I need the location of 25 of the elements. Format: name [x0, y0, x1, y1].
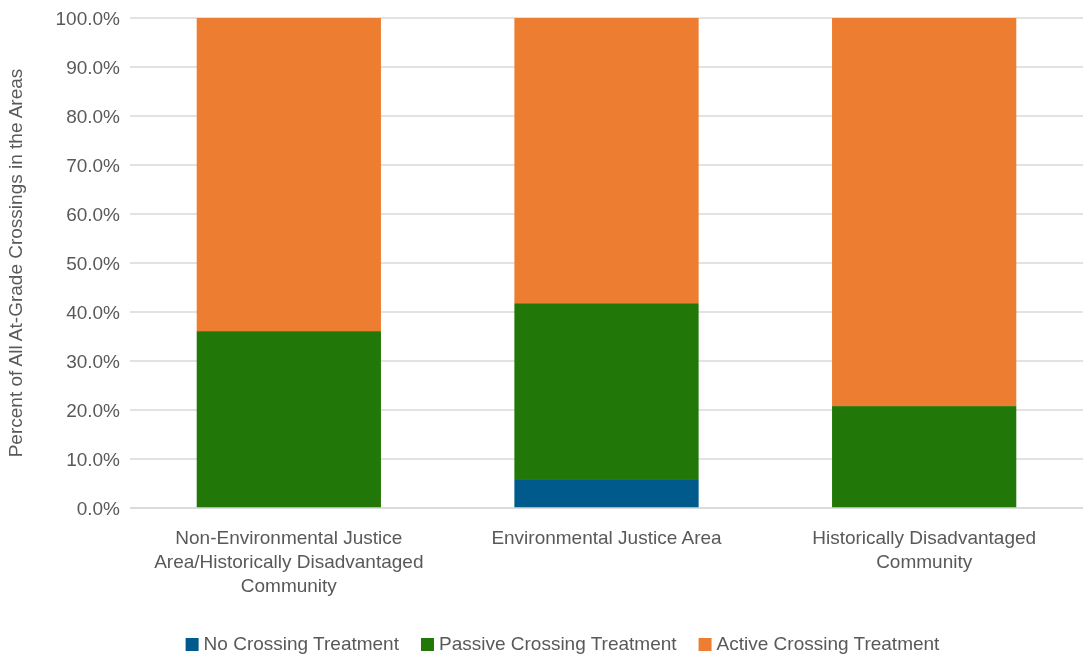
x-tick-label: Historically Disadvantaged Community: [812, 527, 1037, 572]
legend-label: Passive Crossing Treatment: [438, 633, 678, 654]
y-tick-label: 50.0%: [66, 252, 121, 274]
y-tick-label: 10.0%: [66, 448, 121, 470]
bar: [196, 18, 381, 332]
y-axis-title: Percent of All At-Grade Crossings in the Areas: [5, 68, 26, 458]
legend-label: Active Crossing Treatment: [716, 633, 941, 654]
bar: [514, 479, 699, 508]
y-tick-label: 40.0%: [66, 301, 121, 323]
x-tick-label: Non-Environmental Justice Area/Historically Disadvantaged Community: [154, 527, 424, 596]
bar: [514, 303, 699, 480]
y-tick-label: 60.0%: [66, 203, 121, 225]
bar: [832, 406, 1017, 508]
legend-label: No Crossing Treatment: [203, 633, 400, 654]
bar: [832, 18, 1017, 407]
y-tick-label: 70.0%: [66, 154, 121, 176]
y-tick-label: 80.0%: [66, 105, 121, 127]
y-tick-label: 0.0%: [76, 497, 121, 519]
x-tick-label: Environmental Justice Area: [491, 527, 723, 548]
bar: [196, 331, 381, 508]
y-tick-label: 90.0%: [66, 56, 121, 78]
bar: [514, 18, 699, 304]
y-tick-label: 20.0%: [66, 399, 121, 421]
y-tick-label: 100.0%: [55, 7, 121, 29]
y-tick-label: 30.0%: [66, 350, 121, 372]
